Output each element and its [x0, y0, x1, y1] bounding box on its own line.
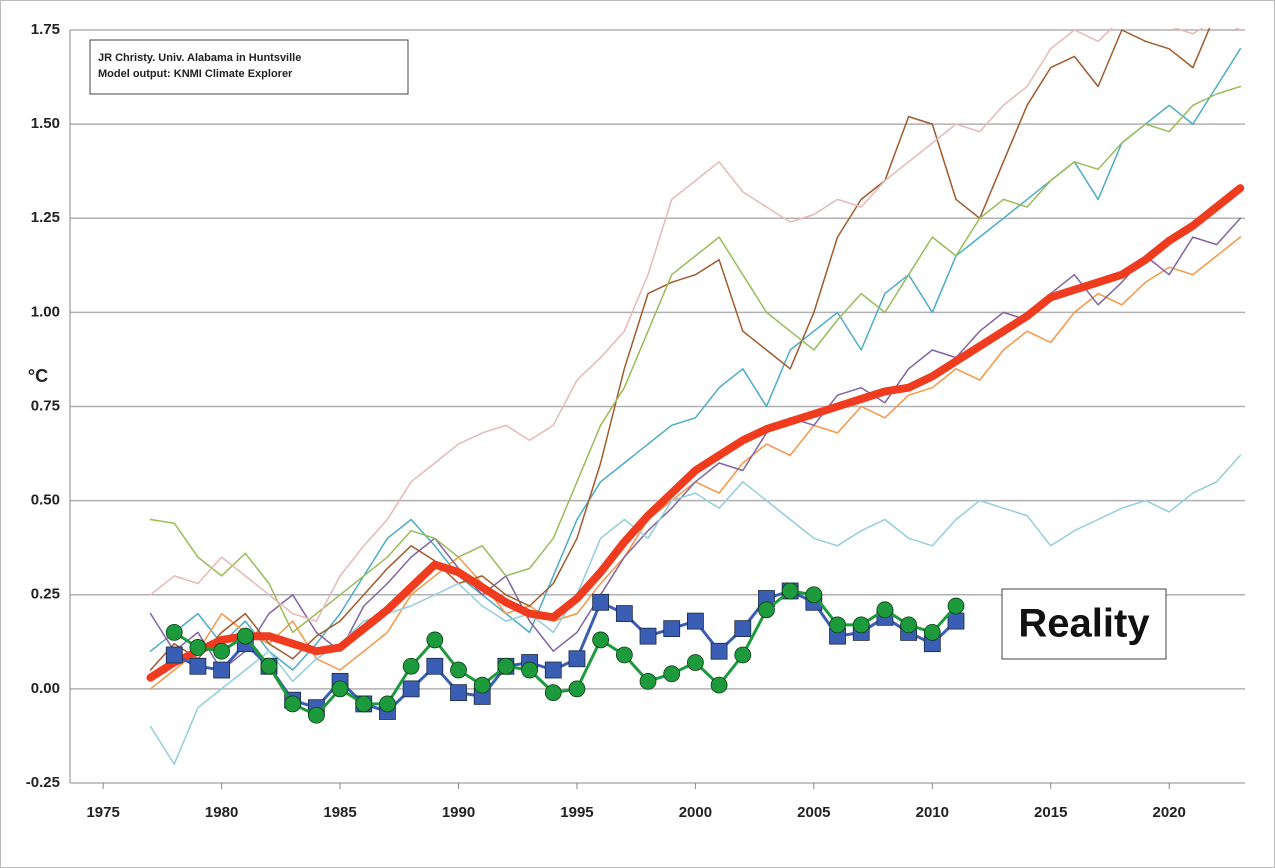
square-marker: [402, 680, 420, 698]
circle-marker: [260, 657, 278, 675]
x-tick-label: 1990: [442, 804, 475, 821]
y-tick-label: 0.75: [31, 397, 60, 414]
x-tick-label: 1985: [323, 804, 356, 821]
circle-marker: [189, 639, 207, 656]
y-tick-label: 1.50: [31, 115, 60, 132]
x-tick-label: 2015: [1034, 804, 1067, 821]
circle-marker: [402, 657, 420, 675]
circle-marker: [639, 672, 657, 690]
square-marker: [734, 620, 752, 638]
model-line: [149, 85, 1242, 634]
square-marker: [947, 612, 965, 630]
circle-marker: [331, 680, 349, 698]
x-tick-label: 1980: [205, 804, 238, 821]
circle-marker: [923, 624, 941, 641]
circle-marker: [473, 676, 491, 694]
observation-line: [172, 589, 958, 713]
y-tick-label: 0.25: [31, 586, 60, 603]
circle-marker: [450, 661, 467, 679]
y-tick-label: 0.00: [31, 680, 60, 697]
square-marker: [568, 650, 586, 668]
x-tick-label: 2020: [1153, 804, 1186, 821]
y-tick-label: 1.00: [31, 303, 60, 320]
y-tick-label: 1.75: [31, 21, 60, 38]
square-marker: [544, 661, 562, 679]
square-marker: [663, 620, 681, 638]
y-tick-label: 0.50: [31, 492, 60, 509]
circle-marker: [379, 695, 396, 713]
circle-marker: [213, 642, 231, 660]
circle-marker: [947, 597, 965, 615]
circle-marker: [497, 657, 515, 675]
model-mean-line: [146, 184, 1245, 682]
circle-marker: [876, 601, 894, 619]
circle-marker: [900, 616, 918, 634]
circle-marker: [758, 601, 775, 619]
annotation: JR Christy. Univ. Alabama in Huntsville: [98, 52, 301, 64]
square-marker: [450, 684, 467, 702]
circle-marker: [521, 661, 538, 679]
callout: Reality: [1018, 602, 1150, 646]
square-marker: [687, 612, 704, 630]
x-tick-label: 2005: [797, 804, 830, 821]
circle-marker: [710, 676, 728, 694]
circle-marker: [284, 695, 302, 713]
circle-marker: [426, 631, 444, 649]
circle-marker: [663, 665, 681, 683]
model-line: [149, 28, 1242, 622]
circle-marker: [852, 616, 870, 634]
square-marker: [426, 657, 444, 675]
circle-marker: [355, 695, 373, 713]
y-tick-label: 1.25: [31, 209, 60, 226]
circle-marker: [307, 706, 325, 724]
circle-marker: [805, 586, 823, 604]
x-tick-label: 2000: [679, 804, 712, 821]
x-tick-label: 2010: [916, 804, 949, 821]
square-marker: [213, 661, 231, 679]
callout-box: [1001, 588, 1167, 660]
circle-marker: [592, 631, 610, 649]
circle-marker: [568, 680, 586, 698]
circle-marker: [236, 627, 254, 645]
square-marker: [189, 657, 207, 675]
annotation: Model output: KNMI Climate Explorer: [98, 68, 293, 80]
circle-marker: [544, 684, 562, 702]
square-marker: [639, 627, 657, 645]
circle-marker: [615, 646, 633, 664]
circle-marker: [165, 624, 183, 641]
observation-line: [172, 589, 958, 717]
circle-marker: [781, 582, 799, 600]
square-marker: [592, 593, 610, 611]
y-tick-label: -0.25: [26, 774, 60, 791]
circle-marker: [734, 646, 752, 664]
x-tick-label: 1995: [560, 804, 593, 821]
square-marker: [710, 642, 728, 660]
x-tick-label: 1975: [86, 804, 119, 821]
square-marker: [615, 605, 633, 622]
y-axis-label: °C: [28, 366, 48, 386]
annotation-box: [89, 39, 409, 95]
square-marker: [165, 646, 183, 664]
model-line: [149, 28, 1211, 671]
circle-marker: [829, 616, 846, 634]
circle-marker: [687, 654, 704, 671]
